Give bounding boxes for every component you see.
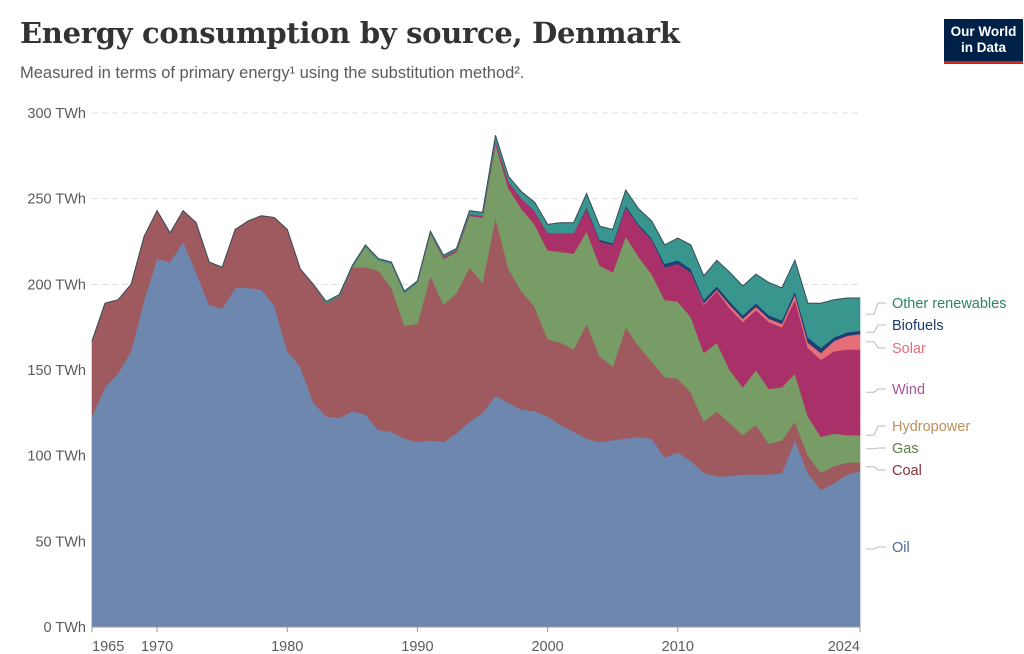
y-axis: 0 TWh 50 TWh 100 TWh 150 TWh 200 TWh 250 TWh 3… [27,106,86,636]
legend-label: Other renewables [892,296,1006,312]
x-tick-label: 2010 [662,639,694,654]
legend-label: Wind [892,382,925,398]
legend-item-coal[interactable]: Coal [866,463,922,479]
legend-connector [866,466,886,471]
y-tick-label: 0 TWh [44,620,86,636]
legend: Oil Coal Gas Hydropower Wind Solar Biofuels Oth… [866,296,1006,556]
total-outline [91,135,860,342]
legend-label: Oil [892,540,910,556]
legend-item-biofuels[interactable]: Biofuels [866,318,944,334]
legend-item-other-renewables[interactable]: Other renewables [866,296,1006,315]
legend-connector [866,447,886,450]
x-tick-label: 2024 [828,639,860,654]
legend-connector [866,302,886,315]
legend-connector [866,341,886,349]
x-tick-label: 1965 [92,639,124,654]
legend-connector [866,324,886,333]
legend-label: Hydropower [892,419,970,435]
legend-item-hydropower[interactable]: Hydropower [866,419,970,436]
chart-subtitle: Measured in terms of primary energy¹ usi… [20,64,525,82]
legend-connector [866,425,886,436]
legend-connector [866,546,886,550]
y-tick-label: 300 TWh [27,106,86,122]
x-tick-label: 2000 [531,639,563,654]
legend-label: Solar [892,341,926,357]
x-axis: 1965 1970 1980 1990 2000 2010 2024 [91,626,861,654]
logo-line-1: Our World [950,24,1017,39]
y-tick-label: 50 TWh [35,534,86,550]
legend-connector [866,388,886,393]
y-tick-label: 200 TWh [27,277,86,293]
logo-line-2: in Data [960,40,1006,55]
legend-label: Gas [892,441,919,457]
legend-item-oil[interactable]: Oil [866,540,910,556]
y-tick-label: 150 TWh [27,363,86,379]
legend-item-wind[interactable]: Wind [866,382,925,398]
area-layers [91,135,861,628]
legend-label: Biofuels [892,318,944,334]
legend-label: Coal [892,463,922,479]
chart-title: Energy consumption by source, Denmark [20,16,680,50]
x-tick-label: 1970 [141,639,173,654]
owid-logo[interactable]: Our World in Data [944,19,1023,64]
legend-item-gas[interactable]: Gas [866,441,919,457]
y-tick-label: 100 TWh [27,449,86,465]
x-tick-label: 1980 [271,639,303,654]
legend-item-solar[interactable]: Solar [866,341,926,357]
x-tick-label: 1990 [401,639,433,654]
y-tick-label: 250 TWh [27,192,86,208]
